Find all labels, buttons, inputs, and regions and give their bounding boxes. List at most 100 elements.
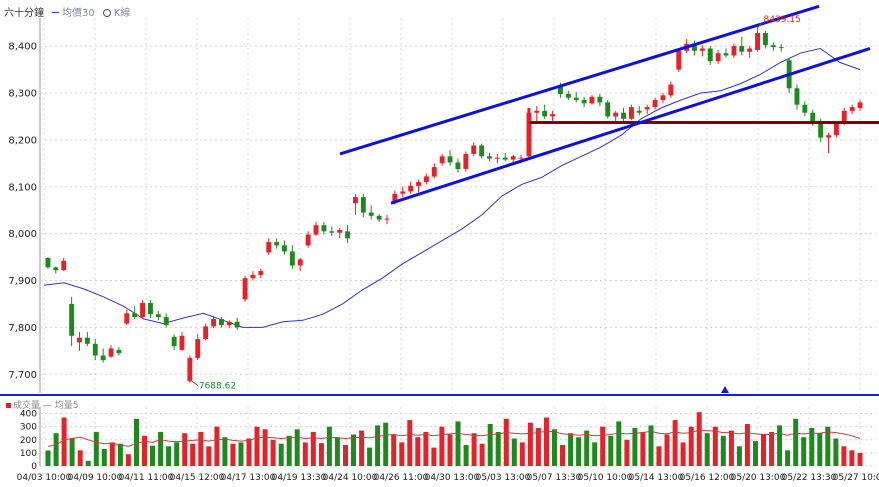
candle-body (597, 96, 603, 103)
volume-bar (600, 426, 606, 466)
candle-body (219, 318, 224, 325)
volume-bar (560, 445, 565, 466)
volume-bar (198, 431, 204, 466)
candle-body (203, 326, 209, 340)
volume-bar (769, 431, 775, 466)
volume-bar (254, 426, 260, 466)
x-tick-label: 04/24 10:00 (323, 473, 378, 483)
candle-body (392, 193, 398, 202)
volume-bar (584, 430, 590, 466)
candle-body (558, 86, 563, 94)
volume-bar (415, 437, 421, 466)
volume-bar (77, 450, 83, 466)
candle-body (439, 156, 445, 164)
volume-ma-line (47, 429, 861, 447)
x-tick-label: 04/09 10:00 (68, 473, 123, 483)
high-annotation-leader (757, 21, 763, 29)
volume-bar (736, 446, 742, 466)
candle-body (100, 355, 106, 361)
candle-body (266, 242, 272, 253)
candle-body (739, 46, 745, 52)
x-tick-label: 05/14 13:00 (629, 473, 684, 483)
candle-body (211, 318, 216, 327)
price-tick-label: 8,100 (8, 182, 37, 193)
high-annotation-label: 8439.15 (764, 15, 801, 25)
candle-body (613, 112, 619, 117)
candle-body (116, 349, 122, 354)
candle-body (494, 157, 500, 159)
volume-bar (857, 452, 863, 466)
volume-bar (431, 447, 437, 466)
volume-bar (535, 428, 541, 466)
candle-body (699, 48, 705, 51)
candle-body (794, 88, 800, 105)
volume-bar (704, 433, 710, 466)
candle-body (818, 122, 824, 138)
candle-body (834, 123, 839, 136)
candle-body (763, 33, 768, 46)
volume-bar (262, 429, 268, 466)
volume-bar (624, 439, 630, 466)
low-annotation-leader (189, 379, 199, 386)
x-tick-label: 04/19 13:30 (272, 473, 327, 483)
candle-body (155, 314, 161, 318)
candle-body (69, 303, 75, 336)
candle-body (258, 271, 264, 275)
x-tick-label: 05/27 10:00 (833, 473, 879, 483)
candle-body (479, 145, 485, 157)
candle-body (234, 321, 240, 328)
volume-square-icon (6, 403, 11, 408)
candle-body (313, 225, 319, 235)
volume-bar (343, 445, 348, 466)
volume-bar (487, 424, 493, 466)
candle-body (242, 278, 248, 300)
volume-bar (527, 422, 533, 466)
candle-body (826, 135, 831, 138)
volume-bar (841, 446, 847, 466)
price-tick-label: 7,800 (8, 323, 37, 334)
price-tick-label: 8,400 (8, 42, 37, 53)
candle-body (857, 102, 863, 108)
candle-body (723, 53, 729, 56)
candle-body (581, 100, 587, 104)
price-tick-label: 7,700 (8, 370, 37, 381)
volume-bar (608, 435, 614, 466)
candle-body (329, 231, 335, 233)
x-tick-label: 04/26 11:00 (374, 473, 429, 483)
volume-bar (85, 460, 91, 466)
candle-body (132, 313, 138, 318)
volume-bar (238, 442, 244, 466)
volume-tick-label: 200 (20, 436, 37, 446)
volume-bar (728, 430, 734, 466)
candle-body (605, 102, 611, 117)
candle-body (755, 33, 760, 50)
candle-body (715, 53, 721, 62)
x-tick-label: 05/10 10:00 (578, 473, 633, 483)
x-tick-label: 05/16 12:00 (680, 473, 735, 483)
price-tick-label: 7,900 (8, 276, 37, 287)
volume-bar (53, 433, 59, 466)
candle-body (250, 274, 256, 279)
candle-body (747, 48, 753, 52)
volume-bar (833, 438, 839, 466)
volume-label: 成交量 (13, 401, 41, 411)
ma-line (43, 47, 861, 328)
candle-body (376, 215, 382, 220)
candle-body (289, 251, 295, 266)
candle-body (707, 48, 713, 62)
candle-body (163, 317, 169, 326)
candle-body (400, 191, 406, 194)
volume-bar (753, 441, 758, 466)
candle-body (61, 260, 67, 271)
x-tick-label: 04/11 11:00 (119, 473, 174, 483)
candle-body (502, 157, 508, 160)
volume-bar (391, 434, 397, 466)
volume-bar (455, 421, 461, 466)
ma-legend: 均價30 (52, 4, 95, 19)
volume-bar (672, 420, 678, 466)
volume-bar (439, 426, 445, 466)
volume-bar (688, 426, 694, 466)
volume-bar (270, 439, 276, 466)
volume-tick-label: 400 (20, 410, 37, 420)
volume-bar (190, 443, 196, 466)
